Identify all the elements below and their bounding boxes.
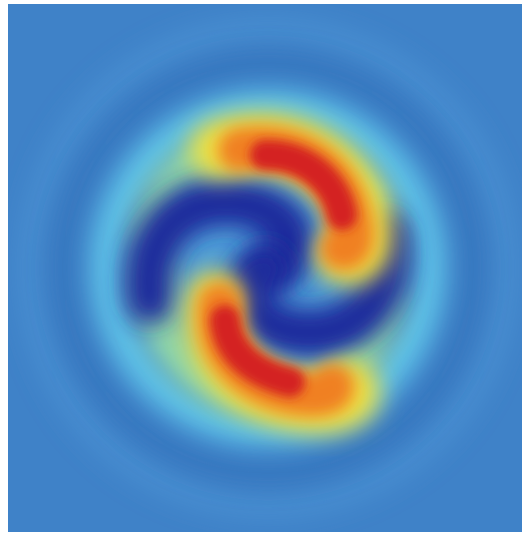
image bbox=[0, 0, 528, 540]
page bbox=[0, 0, 528, 540]
heatmap bbox=[8, 4, 522, 532]
